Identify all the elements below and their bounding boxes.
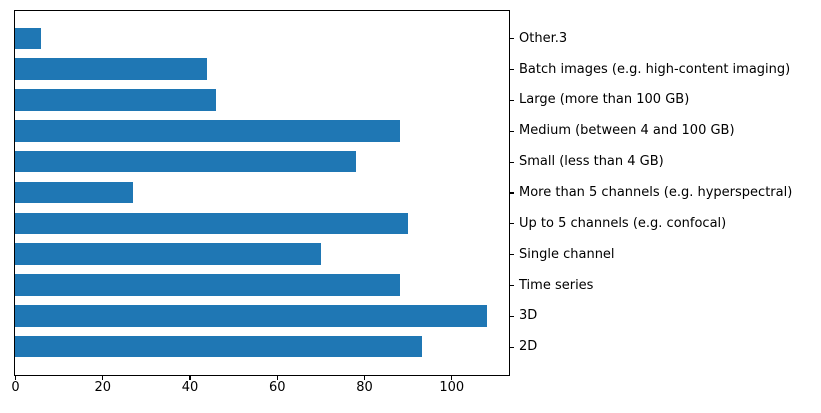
bar: [15, 212, 409, 235]
y-tick-mark: [510, 346, 514, 348]
y-tick-label: 2D: [519, 339, 538, 355]
bar: [15, 335, 422, 358]
bar: [15, 27, 42, 50]
bar: [15, 120, 400, 142]
y-tick-label: Up to 5 channels (e.g. confocal): [519, 215, 727, 231]
y-tick-mark: [510, 38, 514, 40]
y-tick-mark: [510, 223, 514, 225]
x-tick-label: 80: [356, 380, 373, 395]
plot-area: [14, 10, 510, 376]
x-tick-label: 100: [439, 380, 465, 395]
y-tick-mark: [510, 315, 514, 317]
y-tick-label: Other.3: [519, 30, 568, 46]
x-tick-label: 40: [181, 380, 199, 395]
y-tick-label: Time series: [519, 277, 594, 293]
y-tick-mark: [510, 192, 514, 194]
bar: [15, 150, 356, 173]
x-tick-mark: [363, 376, 366, 380]
x-tick-mark: [14, 376, 17, 380]
bar: [15, 181, 134, 204]
x-tick-mark: [451, 376, 453, 380]
bar: [15, 58, 208, 80]
y-tick-label: Small (less than 4 GB): [519, 154, 664, 170]
x-tick-mark: [276, 376, 278, 380]
y-tick-mark: [510, 254, 514, 256]
y-tick-mark: [510, 284, 514, 287]
y-tick-mark: [510, 99, 514, 102]
x-tick-mark: [102, 376, 104, 380]
y-tick-label: Large (more than 100 GB): [519, 92, 690, 108]
bar: [15, 243, 322, 265]
y-tick-mark: [510, 130, 514, 132]
bar: [15, 305, 488, 327]
y-tick-label: Batch images (e.g. high-content imaging): [519, 61, 791, 77]
y-tick-label: Medium (between 4 and 100 GB): [519, 123, 735, 139]
x-tick-mark: [189, 376, 191, 380]
x-tick-label: 60: [268, 380, 286, 395]
bar: [15, 89, 217, 111]
y-tick-label: Single channel: [519, 246, 615, 262]
y-tick-label: 3D: [519, 308, 538, 324]
y-tick-mark: [510, 69, 514, 71]
x-tick-label: 20: [94, 380, 112, 395]
y-tick-mark: [510, 161, 514, 163]
y-tick-label: More than 5 channels (e.g. hyperspectral…: [519, 184, 793, 200]
x-tick-label: 0: [11, 380, 20, 395]
bar: [15, 274, 400, 296]
